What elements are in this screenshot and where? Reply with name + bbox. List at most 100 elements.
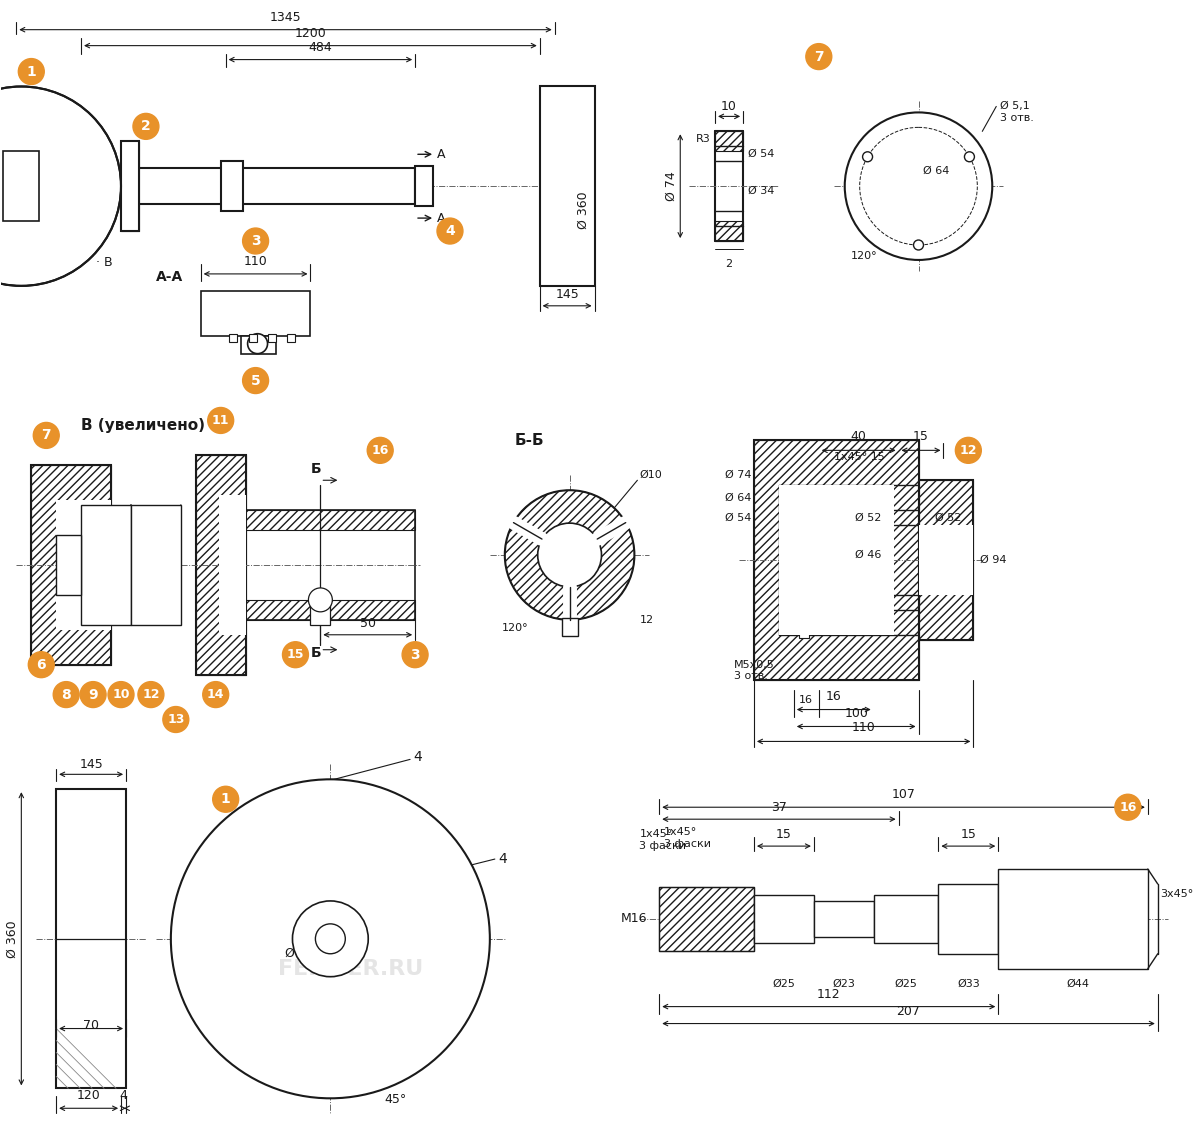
Text: Ø 64: Ø 64 [725,493,751,504]
Text: Ø 74: Ø 74 [665,171,677,201]
Text: Б-Б: Б-Б [515,434,545,448]
Text: 120: 120 [77,1089,101,1103]
Bar [31,465,112,664]
Text: 6: 6 [36,658,46,672]
Circle shape [845,112,992,260]
Circle shape [293,901,368,977]
Text: 3: 3 [251,234,260,248]
Circle shape [29,652,54,678]
Text: 13: 13 [167,713,185,726]
Circle shape [133,114,158,139]
Bar [246,600,415,619]
Text: Ø 360: Ø 360 [5,921,18,958]
Text: 10: 10 [113,688,130,701]
Bar [715,221,743,241]
Text: Ø25: Ø25 [894,979,917,989]
Circle shape [437,218,463,244]
Text: 207: 207 [896,1005,920,1017]
Text: 5: 5 [251,373,260,388]
Text: 70: 70 [83,1018,100,1032]
Circle shape [955,437,982,463]
Circle shape [80,681,106,707]
Circle shape [108,681,134,707]
Text: 15: 15 [913,430,929,443]
Text: Б: Б [311,462,322,477]
Text: 4: 4 [413,751,422,764]
Bar [246,510,415,619]
Text: 110: 110 [244,255,268,268]
Circle shape [316,924,346,954]
Text: 10: 10 [721,100,737,114]
Bar [938,883,998,954]
Text: 1: 1 [26,64,36,79]
Bar [31,465,112,664]
Text: 120°: 120° [851,251,877,261]
Text: Ø 360: Ø 360 [576,191,589,229]
Text: 110: 110 [852,722,876,734]
Text: Ø10: Ø10 [640,470,662,480]
Text: 16: 16 [799,695,812,705]
Bar [229,334,236,342]
Circle shape [308,588,332,611]
Circle shape [505,490,635,619]
Bar [754,441,918,680]
Text: 12: 12 [960,444,977,456]
Circle shape [282,642,308,668]
Bar [659,887,754,951]
Text: 3х45°: 3х45° [1159,889,1193,899]
Circle shape [208,408,234,434]
Circle shape [965,152,974,162]
Text: 12: 12 [640,615,654,625]
Circle shape [913,241,924,250]
Text: 11: 11 [212,414,229,427]
Bar [814,901,874,936]
Bar [799,633,809,637]
Circle shape [163,707,188,733]
Text: 1х45°
3 фаски: 1х45° 3 фаски [665,827,712,849]
Text: 3: 3 [410,647,420,662]
Bar [288,334,295,342]
Bar [918,525,973,595]
Text: М16: М16 [620,913,647,925]
Text: Ø25: Ø25 [773,979,796,989]
Text: 12: 12 [142,688,160,701]
Bar [779,486,894,635]
Bar [311,600,330,625]
Circle shape [863,152,872,162]
Text: Ø 52: Ø 52 [856,514,882,523]
Circle shape [170,779,490,1098]
Text: 16: 16 [1120,800,1136,814]
Text: 100: 100 [845,707,868,719]
Bar [715,132,743,152]
Bar [918,480,973,640]
Bar [121,142,139,232]
Text: 4: 4 [498,852,506,867]
Bar [540,87,594,285]
Text: 8: 8 [61,688,71,701]
Bar [918,480,973,640]
Bar [196,455,246,674]
Text: Ø44: Ø44 [1067,979,1090,989]
Text: 107: 107 [892,788,916,801]
Text: 9: 9 [89,688,98,701]
Text: 1345: 1345 [270,11,301,24]
Bar [415,166,433,206]
Text: 15: 15 [287,649,305,661]
Bar [221,161,242,211]
Bar [4,152,40,221]
Text: Ø 74: Ø 74 [725,470,751,480]
Circle shape [242,368,269,393]
Circle shape [538,523,601,587]
Circle shape [34,423,59,448]
Text: Ø 5,1
3 отв.: Ø 5,1 3 отв. [1001,101,1034,123]
Text: М5х0,5
3 отв.: М5х0,5 3 отв. [734,660,775,681]
Text: Ø 54: Ø 54 [725,514,751,523]
Bar [131,505,181,625]
Circle shape [138,681,164,707]
Circle shape [1115,795,1141,821]
Bar [196,455,246,674]
Bar [874,895,938,943]
Text: Ø 34: Ø 34 [748,187,774,197]
Text: Ø 94: Ø 94 [980,555,1007,565]
Text: Ø23: Ø23 [833,979,856,989]
